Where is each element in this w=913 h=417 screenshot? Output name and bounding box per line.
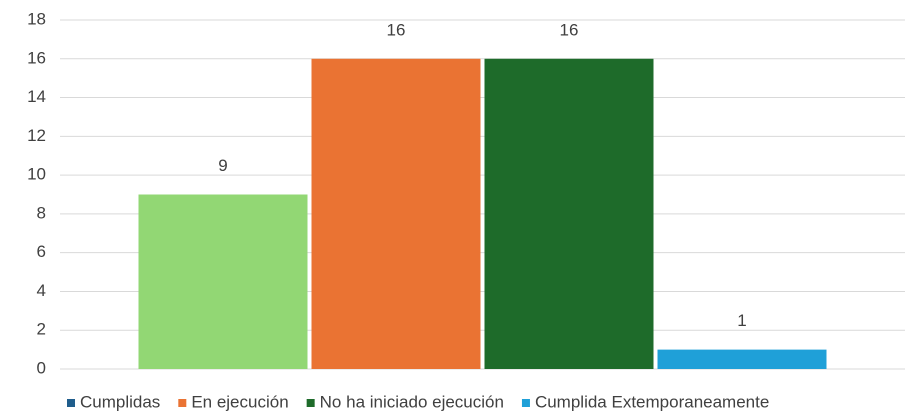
y-tick-label: 8 xyxy=(37,203,46,222)
data-label: 1 xyxy=(737,311,746,330)
bar xyxy=(484,58,654,370)
y-tick-label: 18 xyxy=(27,9,46,28)
bar xyxy=(657,349,827,369)
bar xyxy=(138,194,308,369)
legend-marker xyxy=(178,399,187,407)
y-tick-label: 0 xyxy=(37,358,46,377)
bar xyxy=(311,58,481,370)
y-tick-label: 6 xyxy=(37,242,46,261)
data-label: 16 xyxy=(387,20,406,39)
y-tick-label: 2 xyxy=(37,320,46,339)
data-label: 9 xyxy=(218,156,227,175)
legend-marker xyxy=(521,399,530,407)
y-tick-label: 12 xyxy=(27,126,46,145)
y-tick-label: 16 xyxy=(27,48,46,67)
legend-label: Cumplida Extemporaneamente xyxy=(535,392,769,411)
legend-marker xyxy=(306,399,315,407)
y-tick-label: 14 xyxy=(27,87,46,106)
legend-label: En ejecución xyxy=(191,392,288,411)
y-tick-label: 4 xyxy=(37,281,46,300)
legend-label: Cumplidas xyxy=(80,392,160,411)
data-label: 16 xyxy=(560,20,579,39)
legend-marker xyxy=(67,399,75,407)
y-tick-label: 10 xyxy=(27,165,46,184)
legend-label: No ha iniciado ejecución xyxy=(320,392,504,411)
